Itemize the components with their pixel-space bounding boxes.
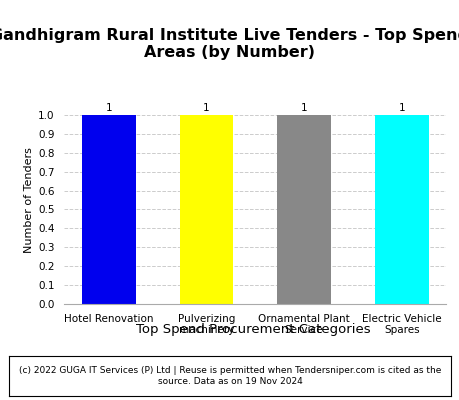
- Text: 1: 1: [398, 103, 404, 113]
- Text: (c) 2022 GUGA IT Services (P) Ltd | Reuse is permitted when Tendersniper.com is : (c) 2022 GUGA IT Services (P) Ltd | Reus…: [19, 366, 440, 386]
- Text: 1: 1: [203, 103, 209, 113]
- Bar: [374, 115, 428, 304]
- Text: 1: 1: [300, 103, 307, 113]
- Bar: [179, 115, 233, 304]
- Bar: [82, 115, 135, 304]
- Y-axis label: Number of Tenders: Number of Tenders: [24, 147, 34, 253]
- Text: Gandhigram Rural Institute Live Tenders - Top Spend
Areas (by Number): Gandhigram Rural Institute Live Tenders …: [0, 28, 459, 60]
- Text: Top Spend Procurement Categories: Top Spend Procurement Categories: [135, 324, 369, 336]
- Text: 1: 1: [105, 103, 112, 113]
- Bar: [277, 115, 330, 304]
